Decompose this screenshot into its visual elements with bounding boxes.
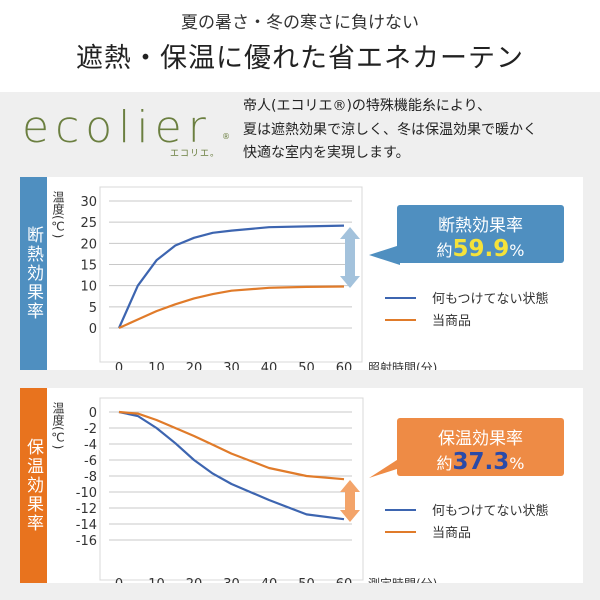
x-tick-label: 0 bbox=[115, 361, 123, 370]
callout-title: 断熱効果率 bbox=[438, 216, 523, 236]
callout-value: 59.9 bbox=[452, 236, 510, 262]
y-tick-label: 5 bbox=[89, 301, 97, 316]
y-tick-label: 0 bbox=[89, 322, 97, 337]
series-line bbox=[118, 410, 345, 481]
description-line: 快適な室内を実現します。 bbox=[243, 145, 410, 161]
rate-callout: 保温効果率 約37.3% bbox=[397, 418, 564, 476]
callout-pointer bbox=[369, 245, 400, 265]
heat-retention-chart: 0-2-4-6-8-10-12-14-160102030405060測定時間(分… bbox=[51, 397, 548, 583]
x-tick-label: 10 bbox=[148, 361, 165, 370]
y-tick-label: 0 bbox=[89, 406, 97, 421]
x-tick-label: 50 bbox=[298, 577, 315, 583]
x-tick-label: 10 bbox=[148, 577, 165, 583]
heat-retention-chart-panel: 保温効果率 0-2-4-6-8-10-12-14-160102030405060… bbox=[20, 388, 583, 583]
series-line bbox=[118, 285, 345, 330]
y-tick-label: 10 bbox=[80, 280, 97, 295]
y-tick-label: 30 bbox=[80, 195, 97, 210]
legend-label: 当商品 bbox=[432, 314, 471, 329]
callout-unit: % bbox=[509, 454, 525, 473]
y-tick-label: -10 bbox=[76, 486, 97, 501]
y-tick-label: 20 bbox=[80, 237, 97, 252]
page-title: 遮熱・保温に優れた省エネカーテン bbox=[76, 43, 524, 74]
x-tick-label: 60 bbox=[336, 361, 353, 370]
legend-label: 何もつけてない状態 bbox=[432, 503, 548, 519]
description-line: 夏は遮熱効果で涼しく、冬は保温効果で暖かく bbox=[243, 121, 537, 138]
callout-prefix: 約 bbox=[436, 241, 453, 260]
y-tick-label: -14 bbox=[76, 518, 97, 533]
x-axis-label: 測定時間(分) bbox=[368, 576, 437, 583]
legend-label: 当商品 bbox=[432, 526, 471, 541]
series-line bbox=[117, 224, 345, 329]
callout-title: 保温効果率 bbox=[438, 429, 523, 449]
y-tick-label: 25 bbox=[80, 216, 97, 231]
logo-kana: エコリエ。 bbox=[170, 149, 221, 159]
y-tick-label: -12 bbox=[76, 502, 97, 517]
series-line bbox=[118, 410, 345, 521]
callout-unit: % bbox=[509, 241, 525, 260]
y-tick-label: -6 bbox=[84, 454, 97, 469]
x-axis-label: 照射時間(分) bbox=[368, 360, 437, 370]
y-tick-label: -4 bbox=[84, 438, 97, 453]
ecolier-logo: ecolier bbox=[22, 102, 212, 153]
logo-registered-mark: ® bbox=[222, 132, 230, 141]
y-tick-label: -2 bbox=[84, 422, 97, 437]
y-tick-label: 15 bbox=[80, 259, 97, 274]
y-tick-label: -16 bbox=[76, 534, 97, 549]
description-line: 帝人(エコリエ®)の特殊機能糸により、 bbox=[243, 98, 492, 114]
x-tick-label: 60 bbox=[336, 577, 353, 583]
insulation-chart: 0 5 10 15 20 25 30 0 10 20 30 40 50 60 照射時間(分) 温度(℃) 何もつ… bbox=[51, 186, 548, 370]
x-tick-label: 0 bbox=[115, 577, 123, 583]
callout-prefix: 約 bbox=[436, 454, 453, 473]
plot-frame bbox=[99, 397, 364, 581]
legend-label: 何もつけてない状態 bbox=[432, 291, 548, 307]
insulation-chart-panel: 断熱効果率 0 5 10 15 20 25 30 0 10 20 30 40 50 60 照射時間(分) 温度… bbox=[20, 177, 583, 370]
rate-callout: 断熱効果率 約59.9% bbox=[397, 205, 564, 263]
x-tick-label: 30 bbox=[223, 361, 240, 370]
subtitle: 夏の暑さ・冬の寒さに負けない bbox=[181, 13, 419, 33]
plot-frame bbox=[99, 186, 363, 363]
description: 帝人(エコリエ®)の特殊機能糸により、 夏は遮熱効果で涼しく、冬は保温効果で暖か… bbox=[243, 95, 537, 166]
x-tick-label: 40 bbox=[261, 577, 278, 583]
y-axis-label: 温度(℃) bbox=[51, 402, 65, 450]
side-label: 断熱効果率 bbox=[20, 177, 47, 370]
y-tick-label: -8 bbox=[84, 470, 97, 485]
x-tick-label: 30 bbox=[223, 577, 240, 583]
y-axis-label: 温度(℃) bbox=[51, 191, 65, 239]
x-tick-label: 50 bbox=[298, 361, 315, 370]
difference-arrow-icon bbox=[340, 480, 360, 522]
header: 夏の暑さ・冬の寒さに負けない 遮熱・保温に優れた省エネカーテン bbox=[0, 0, 600, 92]
callout-pointer bbox=[369, 458, 400, 478]
x-tick-label: 40 bbox=[261, 361, 278, 370]
side-label: 保温効果率 bbox=[20, 388, 47, 583]
callout-value: 37.3 bbox=[452, 449, 510, 475]
x-tick-label: 20 bbox=[186, 361, 203, 370]
x-tick-label: 20 bbox=[186, 577, 203, 583]
difference-arrow-icon bbox=[340, 227, 360, 288]
